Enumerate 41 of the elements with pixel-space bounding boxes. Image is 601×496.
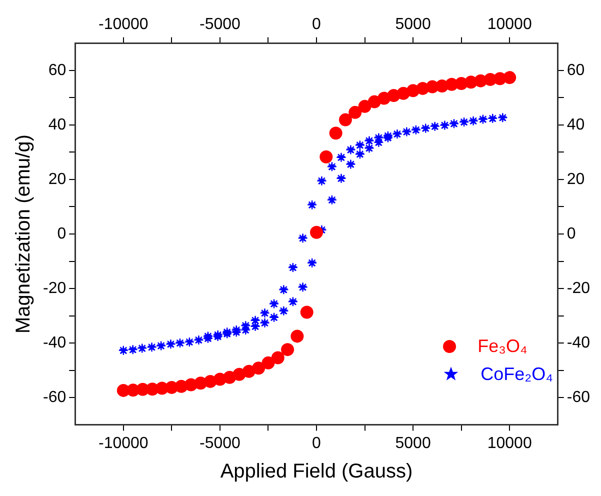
point	[271, 351, 284, 364]
x-tick-label: 10000	[487, 434, 532, 452]
y-tick-label: -20	[43, 280, 66, 297]
y-tick-label: 0	[57, 225, 66, 242]
x-tick-label: -10000	[98, 434, 148, 452]
point	[503, 71, 516, 84]
y-tick-label: 20	[48, 170, 66, 188]
y-tick-label: 60	[48, 62, 66, 79]
point	[281, 343, 294, 356]
y-tick-label: -40	[43, 334, 66, 352]
point	[252, 362, 266, 375]
point	[300, 306, 314, 319]
y-axis-title: Magnetization (emu/g)	[12, 134, 35, 334]
x-tick-label: 5000	[395, 434, 431, 452]
point	[348, 106, 362, 119]
x2-tick-label: 10000	[487, 16, 532, 34]
x2-tick-label: 0	[312, 16, 322, 34]
x2-tick-label: -10000	[98, 16, 148, 34]
legend-label: Fe₃O₄	[478, 335, 528, 358]
point	[329, 126, 342, 140]
y2-tick-label: -60	[566, 388, 590, 406]
y2-tick-label: 20	[566, 170, 585, 188]
x2-tick-label: -5000	[199, 16, 241, 34]
y2-tick-label: -20	[566, 280, 590, 297]
legend-label: CoFe₂O₄	[480, 363, 553, 386]
y2-tick-label: 0	[566, 225, 576, 242]
x-tick-label: -5000	[199, 434, 241, 452]
y2-tick-label: 60	[566, 62, 585, 79]
point	[320, 150, 333, 164]
y-tick-label: 40	[48, 116, 66, 134]
x2-tick-label: 5000	[395, 16, 431, 34]
y2-tick-label: 40	[566, 116, 585, 134]
y2-tick-label: -40	[566, 334, 590, 352]
x-tick-label: 0	[312, 434, 322, 452]
point	[290, 330, 304, 343]
point	[338, 113, 352, 126]
y-tick-label: -60	[43, 388, 66, 406]
x-axis-title: Applied Field (Gauss)	[220, 460, 413, 483]
point	[262, 356, 275, 370]
point	[358, 100, 372, 113]
point	[310, 226, 323, 239]
